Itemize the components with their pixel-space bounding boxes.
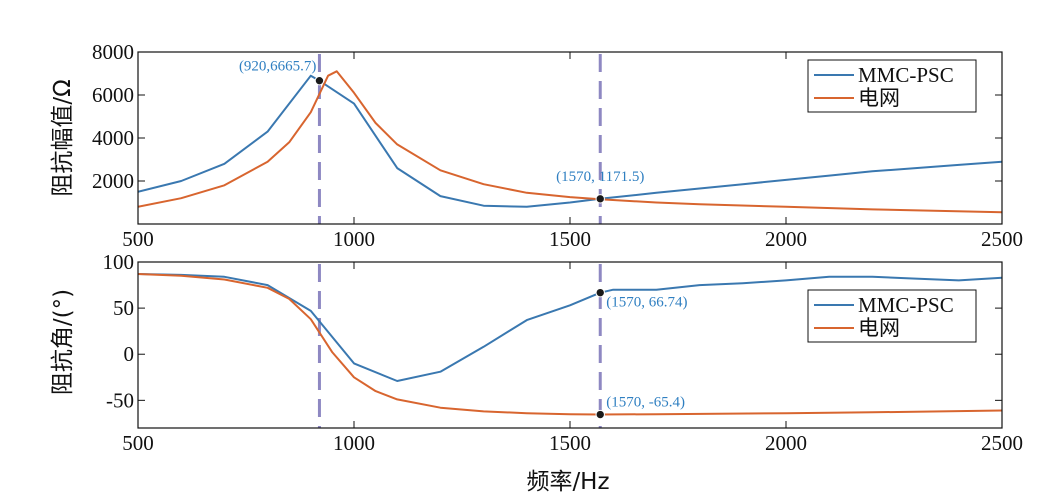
chart-1-x-tick-label: 2000 bbox=[765, 431, 807, 455]
chart-1-datatip-point bbox=[595, 409, 605, 420]
chart-1-datatip-point bbox=[595, 287, 605, 298]
chart-1-y-axis-title: 阻抗角/(°) bbox=[50, 289, 76, 395]
chart-1-y-tick-label: -50 bbox=[106, 388, 134, 412]
chart-1-series-line bbox=[138, 273, 1002, 416]
chart-1-legend-box bbox=[807, 289, 977, 343]
chart-0-datatip-label: (920,6665.7) bbox=[239, 59, 317, 75]
chart-0-datatip-label: (1570, 1171.5) bbox=[556, 169, 644, 185]
chart-1-datatip-label: (1570, -65.4) bbox=[606, 395, 685, 411]
chart-1-series-group bbox=[138, 273, 1002, 416]
chart-0-series-line bbox=[138, 70, 1002, 214]
chart-0-x-tick-label: 2500 bbox=[981, 227, 1023, 251]
chart-0-x-tick-label: 1000 bbox=[333, 227, 375, 251]
chart-0-x-tick-label: 1500 bbox=[549, 227, 591, 251]
chart-0-series-line bbox=[138, 74, 1002, 208]
chart-1-x-tick-label: 1000 bbox=[333, 431, 375, 455]
chart-1-legend-label: 电网 bbox=[858, 316, 900, 340]
chart-0-x-tick-label: 2000 bbox=[765, 227, 807, 251]
x-axis-title: 频率/Hz bbox=[526, 469, 609, 495]
chart-1-x-tick-label: 500 bbox=[122, 431, 154, 455]
chart-0-y-tick-label: 6000 bbox=[92, 83, 134, 107]
chart-0-y-tick-label: 8000 bbox=[92, 40, 134, 64]
phase-panel: (1570, 66.74)(1570, -65.4)500 1000 1500 200… bbox=[50, 250, 1023, 455]
chart-0-legend-label: 电网 bbox=[858, 86, 900, 110]
chart-0-legend-box bbox=[807, 59, 977, 113]
chart-1-y-tick-label: 0 bbox=[124, 342, 135, 366]
chart-1-y-tick-label: 50 bbox=[113, 296, 134, 320]
chart-0-datatip-point bbox=[595, 194, 605, 204]
chart-1-x-tick-label: 2500 bbox=[981, 431, 1023, 455]
chart-0-series-group bbox=[138, 70, 1002, 214]
chart-1-x-tick-label: 1500 bbox=[549, 431, 591, 455]
magnitude-panel: (920,6665.7) (1570, 1171.5) 500 1000 1500 200… bbox=[50, 40, 1023, 251]
chart-0-y-axis-title: 阻抗幅值/Ω bbox=[50, 79, 76, 196]
chart-0-x-tick-label: 500 bbox=[122, 227, 154, 251]
chart-1-datatip-label: (1570, 66.74) bbox=[606, 295, 687, 311]
chart-0-y-tick-label: 2000 bbox=[92, 169, 134, 193]
chart-0-datatip-point bbox=[314, 75, 325, 86]
chart-1-y-tick-label: 100 bbox=[103, 250, 135, 274]
chart-0-legend-label: MMC-PSC bbox=[858, 63, 954, 87]
chart-0-y-tick-label: 4000 bbox=[92, 126, 134, 150]
chart-1-legend-label: MMC-PSC bbox=[858, 293, 954, 317]
